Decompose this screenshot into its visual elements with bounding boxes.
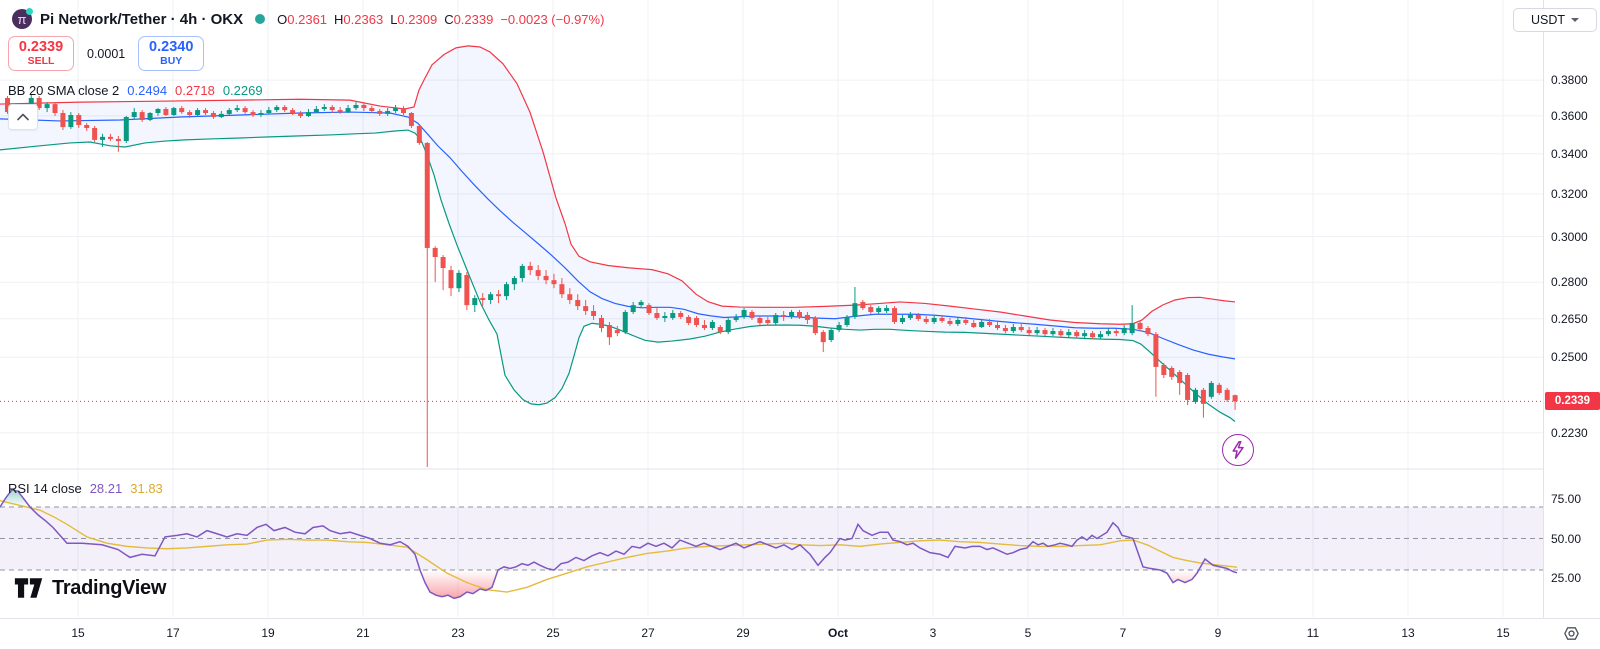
price-change: −0.0023 (−0.97%)	[500, 11, 605, 27]
rsi-line	[0, 488, 1238, 600]
exchange-label: OKX	[210, 10, 244, 28]
time-axis-label: 5	[1024, 626, 1032, 640]
tradingview-wordmark: TradingView	[52, 576, 167, 599]
chevron-up-icon	[17, 113, 29, 121]
tradingview-logo[interactable]: TradingView	[14, 576, 166, 600]
last-price-badge: 0.2339	[1545, 392, 1600, 411]
chevron-down-icon	[1571, 18, 1580, 22]
quick-trade-lightning-button[interactable]	[1222, 434, 1254, 466]
spread-value: 0.0001	[84, 45, 129, 62]
rsi-ma-value: 31.83	[130, 481, 163, 496]
tradingview-mark-icon	[14, 578, 43, 598]
price-axis-label: 0.3800	[1551, 73, 1588, 88]
time-axis-label: 19	[261, 626, 275, 640]
bb-upper-value: 0.2718	[175, 83, 215, 98]
symbol-header: π Pi Network/Tether · 4h · OKX O0.2361 H…	[12, 8, 604, 30]
currency-dropdown[interactable]: USDT	[1513, 8, 1597, 32]
vertical-gridlines	[77, 0, 1504, 617]
price-axis[interactable]: 0.3800 0.3600 0.3400 0.3200 0.3000 0.2800 0.26…	[1543, 0, 1600, 618]
time-axis-label: 3	[929, 626, 937, 640]
bb-title: BB 20 SMA close 2	[8, 83, 120, 98]
market-status-dot-icon	[255, 14, 266, 24]
price-axis-label: 0.3400	[1551, 146, 1588, 161]
rsi-axis-label: 25.00	[1551, 570, 1582, 585]
time-axis-label: 15	[1496, 626, 1510, 640]
bollinger-basis-line	[0, 111, 1236, 360]
rsi-ma-line	[0, 500, 1238, 593]
bb-basis-value: 0.2494	[127, 83, 168, 98]
bb-lower-value: 0.2269	[222, 83, 263, 98]
price-axis-label: 0.2800	[1551, 275, 1588, 290]
price-axis-label: 0.3600	[1551, 108, 1588, 123]
time-axis[interactable]: 15 17 19 21 23 25 27 29 Oct 3 5 7 9 11 13 15	[0, 618, 1600, 649]
rsi-value: 28.21	[89, 481, 123, 496]
chart-canvas[interactable]	[0, 0, 1543, 618]
rsi-overbought-fill	[0, 489, 1237, 507]
axis-settings-corner[interactable]	[1543, 618, 1600, 649]
time-axis-label: Oct	[827, 626, 849, 640]
rsi-indicator-legend[interactable]: RSI 14 close 28.21 31.83	[8, 481, 163, 496]
symbol-title[interactable]: Pi Network/Tether · 4h · OKX	[40, 10, 244, 28]
currency-label: USDT	[1530, 13, 1566, 27]
time-axis-label: 7	[1119, 626, 1127, 640]
price-axis-label: 0.3200	[1551, 186, 1588, 201]
rsi-band-fill	[0, 507, 1543, 570]
candlestick-series	[5, 94, 1238, 468]
time-axis-label: 15	[71, 626, 85, 640]
bollinger-fill	[0, 45, 1235, 422]
rsi-oversold-fill	[0, 570, 1237, 599]
bollinger-upper-band	[0, 45, 1236, 325]
price-axis-label: 0.2230	[1551, 425, 1588, 440]
time-axis-label: 27	[641, 626, 655, 640]
rsi-axis-label: 50.00	[1551, 531, 1582, 546]
time-axis-label: 13	[1401, 626, 1415, 640]
horizontal-gridlines	[0, 79, 1543, 434]
rsi-pane	[0, 488, 1543, 600]
ohlc-readout: O0.2361 H0.2363 L0.2309 C0.2339 −0.0023 …	[277, 11, 605, 27]
time-axis-label: 9	[1214, 626, 1222, 640]
buy-button[interactable]: 0.2340 BUY	[138, 36, 205, 71]
rsi-title: RSI 14 close	[8, 481, 82, 496]
time-axis-label: 21	[356, 626, 370, 640]
bb-indicator-legend[interactable]: BB 20 SMA close 2 0.2494 0.2718 0.2269	[8, 83, 263, 98]
price-axis-label: 0.2650	[1551, 311, 1588, 326]
gear-icon[interactable]	[1562, 624, 1581, 643]
pane-collapse-button[interactable]	[8, 104, 38, 130]
sell-button[interactable]: 0.2339 SELL	[8, 36, 74, 71]
time-axis-label: 17	[166, 626, 180, 640]
time-axis-label: 25	[546, 626, 560, 640]
pi-network-logo-icon: π	[12, 8, 33, 29]
time-axis-label: 23	[451, 626, 465, 640]
rsi-axis-label: 75.00	[1551, 492, 1582, 507]
time-axis-label: 11	[1306, 626, 1320, 640]
trade-panel: 0.2339 SELL 0.0001 0.2340 BUY	[8, 36, 205, 71]
main-pane	[0, 45, 1236, 422]
lightning-bolt-icon	[1232, 441, 1244, 459]
interval-label: 4h	[179, 10, 198, 28]
price-axis-label: 0.2500	[1551, 350, 1588, 365]
price-axis-label: 0.3000	[1551, 229, 1588, 244]
time-axis-label: 29	[736, 626, 750, 640]
